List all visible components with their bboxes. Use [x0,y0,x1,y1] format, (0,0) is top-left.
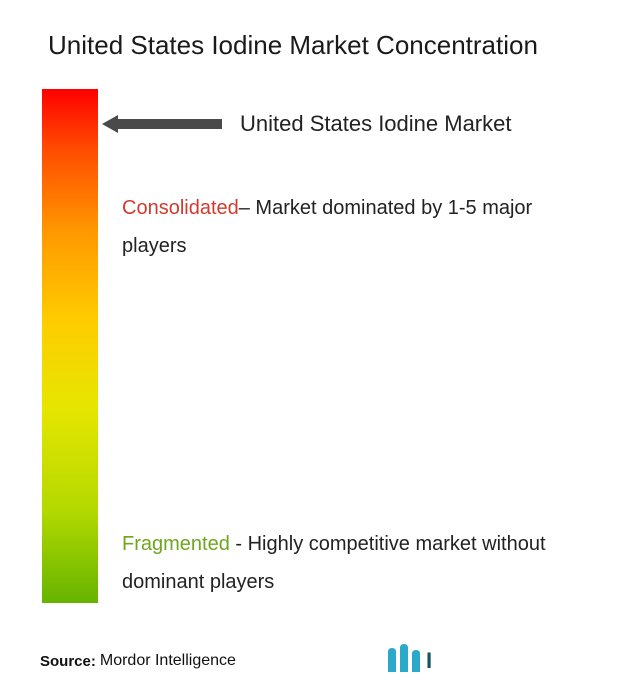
svg-text:I: I [426,648,432,673]
consolidated-term: Consolidated [122,197,239,219]
fragmented-description: Fragmented - Highly competitive market w… [122,525,582,601]
source-label: Source: [40,653,96,670]
chart-area: United States Iodine Market Consolidated… [30,89,590,603]
fragmented-term: Fragmented [122,533,230,555]
market-label: United States Iodine Market [240,111,511,137]
footer: Source: Mordor Intelligence I [40,652,580,670]
page-title: United States Iodine Market Concentratio… [48,30,590,61]
marker-row: United States Iodine Market [102,111,511,137]
mordor-logo-icon: I [386,642,440,676]
concentration-gradient-bar [42,89,98,603]
source-value: Mordor Intelligence [100,652,236,670]
consolidated-description: Consolidated– Market dominated by 1-5 ma… [122,189,582,265]
content-column: United States Iodine Market Consolidated… [102,89,590,603]
arrow-left-icon [102,115,222,133]
